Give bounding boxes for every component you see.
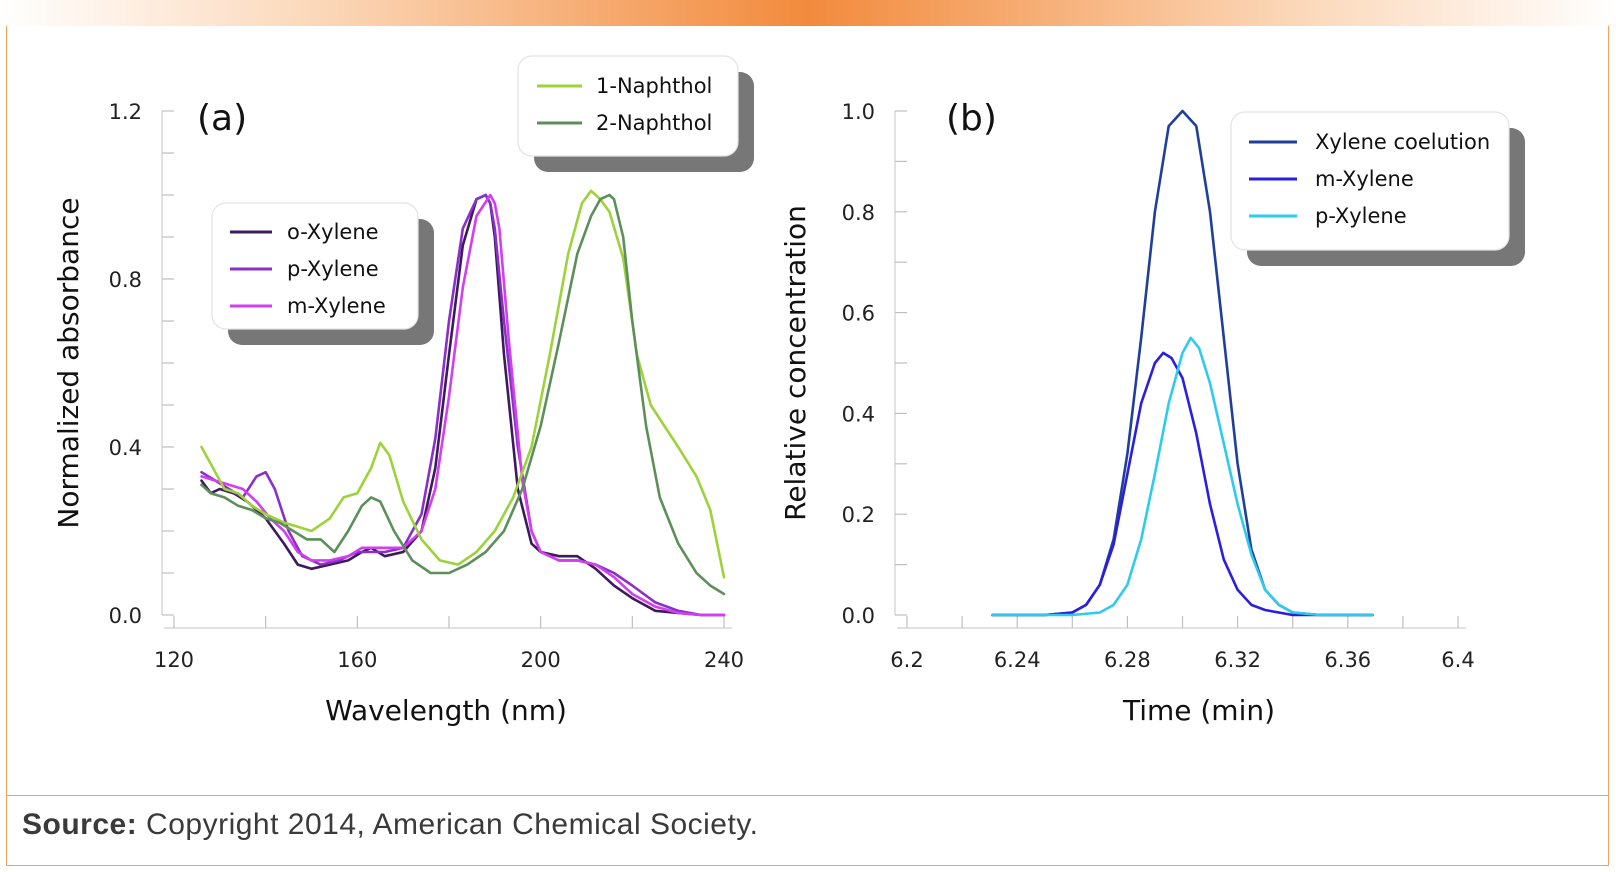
series-line-o-xylene — [200, 193, 726, 617]
y-tick-label: 1.2 — [109, 100, 142, 124]
y-tick-label: 0.0 — [842, 604, 875, 628]
y-tick-label: 0.4 — [842, 402, 875, 426]
y-tick-label: 1.0 — [842, 100, 875, 124]
y-tick-label: 0.8 — [842, 201, 875, 225]
x-tick-label: 6.4 — [1441, 648, 1474, 672]
x-tick-label: 120 — [154, 648, 194, 672]
x-tick-label: 6.32 — [1214, 648, 1261, 672]
legend-entry-label: Xylene coelution — [1315, 130, 1490, 154]
legend: Xylene coelution m-Xylene p-Xylene — [1230, 111, 1525, 266]
x-tick-label: 240 — [704, 648, 744, 672]
x-tick-label: 200 — [521, 648, 561, 672]
x-tick-label: 6.36 — [1324, 648, 1371, 672]
y-tick-label: 0.0 — [109, 604, 142, 628]
panel-label: (a) — [197, 98, 247, 139]
chart-panel-a: 0.0 0.4 0.8 1.2 120 160 200 240 Wavelength (nm) N… — [52, 55, 754, 727]
legend-entry-label: p-Xylene — [287, 257, 379, 281]
x-axis-title: Time (min) — [1122, 694, 1275, 727]
source-text: Copyright 2014, American Chemical Societ… — [137, 808, 759, 841]
legend-entry-label: 2-Naphthol — [596, 111, 712, 135]
x-axis-title: Wavelength (nm) — [325, 694, 567, 727]
series-line-m-xylene — [200, 193, 726, 617]
y-tick-label: 0.4 — [109, 436, 142, 460]
source-divider — [6, 795, 1609, 796]
x-tick-label: 6.2 — [890, 648, 923, 672]
series-line-p-xylene — [991, 336, 1374, 617]
panel-label: (b) — [946, 98, 997, 139]
y-tick-label: 0.2 — [842, 503, 875, 527]
legend-entry-label: o-Xylene — [287, 220, 379, 244]
x-tick-label: 6.28 — [1104, 648, 1151, 672]
legend-box — [517, 55, 739, 157]
series-line-m-xylene — [991, 351, 1374, 617]
legend-entry-label: m-Xylene — [287, 294, 386, 318]
y-axis-title: Normalized absorbance — [52, 197, 85, 528]
figure-frame — [6, 26, 1609, 866]
legend-box — [1230, 111, 1510, 251]
y-axis-title: Relative concentration — [779, 205, 812, 521]
legend-box — [211, 202, 419, 330]
legend: 1-Naphthol 2-Naphthol — [517, 55, 754, 172]
top-accent-bar — [0, 0, 1616, 26]
legend-entry-label: 1-Naphthol — [596, 74, 712, 98]
x-tick-label: 160 — [337, 648, 377, 672]
series-line-2-naphthol — [200, 193, 726, 596]
legend-entry-label: p-Xylene — [1315, 204, 1407, 228]
y-tick-label: 0.6 — [842, 302, 875, 326]
y-tick-label: 0.8 — [109, 268, 142, 292]
source-caption: Source: Copyright 2014, American Chemica… — [22, 808, 758, 842]
legend: o-Xylene p-Xylene m-Xylene — [211, 202, 434, 345]
chart-panel-b: 0.0 0.2 0.4 0.6 0.8 1.0 6.2 6.24 6.28 6.32 6.36 6.4… — [779, 98, 1525, 727]
x-tick-label: 6.24 — [994, 648, 1041, 672]
legend-entry-label: m-Xylene — [1315, 167, 1414, 191]
source-label: Source: — [22, 808, 138, 841]
